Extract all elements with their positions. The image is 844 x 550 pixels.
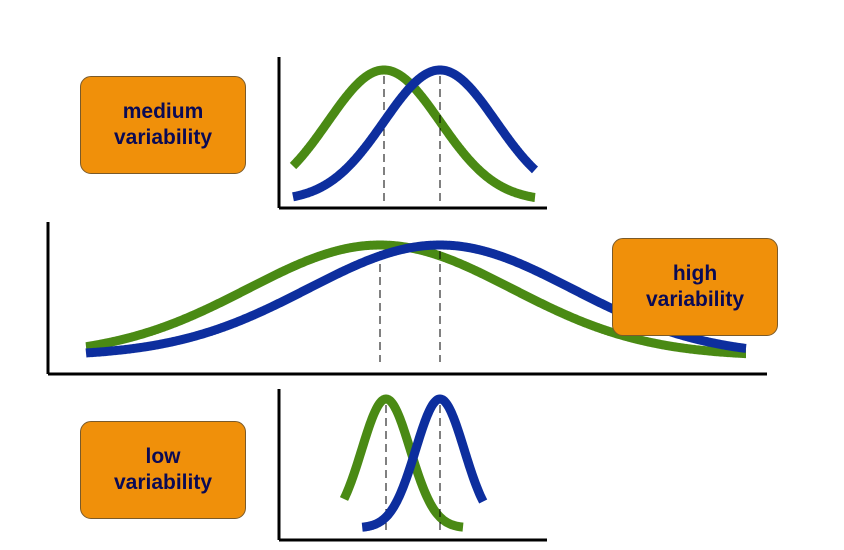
low-label-line1: low: [145, 445, 181, 468]
low-variability-label: low variability: [80, 421, 246, 519]
medium-label-line2: variability: [113, 126, 213, 149]
low-label-line2: variability: [113, 471, 213, 494]
high-label-line1: high: [672, 262, 718, 285]
low-green-curve: [339, 394, 467, 532]
medium-variability-panel: [277, 57, 547, 210]
medium-label-line1: medium: [122, 100, 204, 123]
medium-blue-curve: [289, 65, 539, 202]
low-variability-panel: [277, 389, 547, 542]
high-label-line2: variability: [645, 288, 745, 311]
high-variability-label: high variability: [612, 238, 778, 336]
low-blue-curve: [358, 394, 488, 532]
medium-variability-label: medium variability: [80, 76, 246, 174]
